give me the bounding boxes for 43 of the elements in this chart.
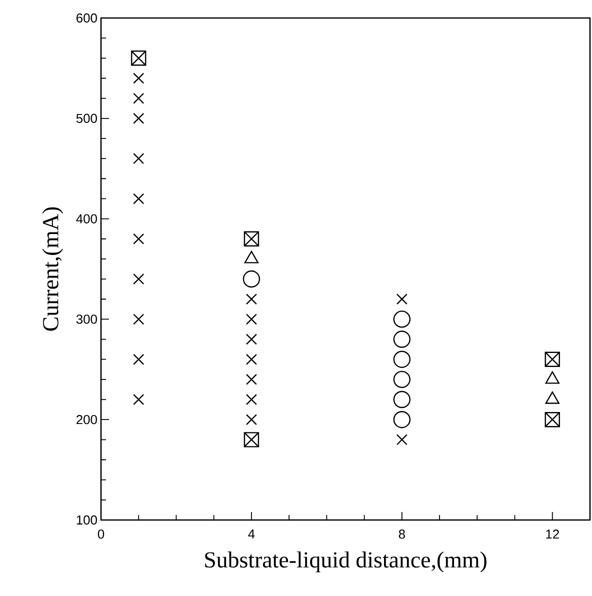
point xyxy=(393,410,411,428)
point xyxy=(131,50,146,66)
point xyxy=(246,334,258,345)
y-tick-label: 400 xyxy=(76,214,97,224)
x-tick-label: 0 xyxy=(98,530,104,539)
point xyxy=(393,310,411,328)
x-axis-title: Substrate-liquid distance,(mm) xyxy=(205,552,486,572)
y-tick-label: 300 xyxy=(76,314,97,324)
point xyxy=(396,434,408,446)
point xyxy=(133,153,144,164)
point xyxy=(246,354,258,365)
point xyxy=(133,233,144,244)
point xyxy=(246,294,258,305)
point xyxy=(133,354,144,365)
point xyxy=(393,370,411,388)
x-tick-label: 12 xyxy=(546,530,559,539)
point xyxy=(246,414,258,426)
point xyxy=(242,270,260,288)
point xyxy=(244,432,260,448)
y-tick-label: 500 xyxy=(76,114,97,123)
point xyxy=(133,112,144,124)
point xyxy=(544,412,560,428)
point xyxy=(133,92,144,104)
x-tick-label: 8 xyxy=(398,530,405,539)
point xyxy=(246,394,258,406)
point xyxy=(133,72,144,84)
x-tick-label: 4 xyxy=(248,530,255,538)
point xyxy=(133,273,144,285)
point xyxy=(133,193,144,204)
point xyxy=(244,231,260,246)
point xyxy=(393,330,411,348)
point xyxy=(133,394,144,406)
point xyxy=(393,390,411,408)
y-tick-label: 100 xyxy=(76,515,97,525)
y-axis-title: Current,(mA) xyxy=(42,207,64,331)
point xyxy=(544,352,560,367)
y-tick-label: 200 xyxy=(76,415,97,424)
y-tick-label: 600 xyxy=(76,13,97,23)
point xyxy=(246,374,258,385)
point xyxy=(246,314,258,325)
point xyxy=(133,314,144,325)
point xyxy=(396,294,408,305)
point xyxy=(393,350,411,368)
